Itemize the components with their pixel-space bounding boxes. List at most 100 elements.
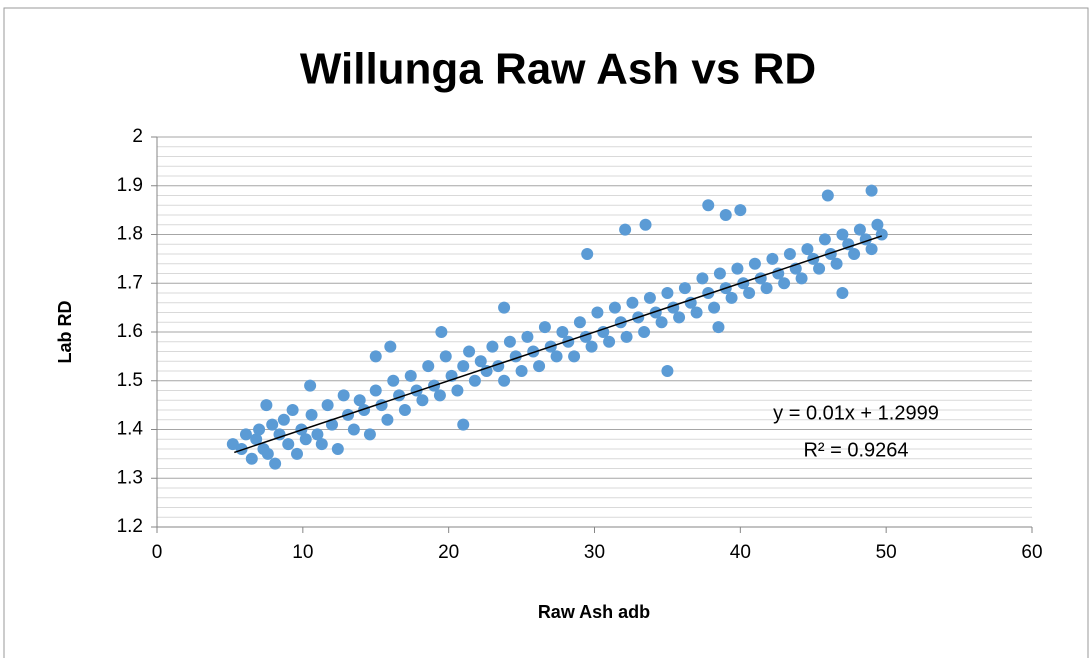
point [702, 199, 715, 212]
point [748, 257, 761, 270]
point [435, 326, 448, 338]
point [591, 306, 604, 319]
point [673, 311, 686, 324]
annotation: R² = 0.9264 [803, 439, 908, 461]
point [643, 291, 656, 304]
x-tick-label: 40 [730, 542, 751, 563]
point [853, 223, 866, 236]
y-tick-label: 1.7 [117, 272, 143, 293]
point [299, 433, 312, 446]
point [743, 287, 756, 299]
point [498, 301, 511, 314]
point [315, 438, 328, 451]
point [661, 287, 674, 299]
point [696, 272, 709, 285]
point [347, 423, 360, 436]
point [239, 428, 252, 441]
point [416, 394, 429, 407]
point [830, 257, 843, 270]
point [245, 452, 258, 465]
point [801, 243, 814, 256]
point [331, 443, 344, 455]
annotation: y = 0.01x + 1.2999 [773, 402, 939, 424]
point [824, 248, 837, 260]
point [457, 418, 470, 431]
point [731, 262, 744, 275]
point [795, 272, 808, 285]
point [521, 330, 534, 343]
y-tick-label: 1.5 [117, 370, 143, 391]
chart-title: Willunga Raw Ash vs RD [300, 45, 816, 94]
point [778, 277, 791, 290]
point [311, 428, 324, 441]
point [503, 335, 516, 348]
point [713, 267, 726, 280]
y-tick-label: 2 [132, 126, 143, 147]
point [865, 184, 878, 197]
point [305, 408, 318, 421]
x-tick-label: 50 [876, 542, 897, 563]
point [772, 267, 785, 280]
point [638, 326, 651, 338]
x-tick-label: 10 [292, 542, 313, 563]
point [527, 345, 540, 358]
point [250, 433, 263, 446]
point [384, 340, 397, 353]
y-tick-label: 1.8 [117, 224, 143, 245]
point [836, 228, 849, 241]
point [515, 365, 528, 377]
point [269, 457, 282, 470]
point [358, 404, 371, 416]
point [766, 252, 779, 265]
point [277, 413, 290, 426]
point [261, 447, 274, 460]
y-axis-label: Lab RD [55, 300, 75, 363]
point [783, 248, 796, 260]
x-tick-label: 60 [1021, 542, 1042, 563]
point [620, 330, 633, 343]
point [381, 413, 394, 426]
point [603, 335, 616, 348]
point [291, 447, 303, 460]
point [836, 287, 849, 299]
point [369, 350, 382, 363]
point [734, 204, 747, 217]
chart-border [3, 7, 1089, 663]
point [649, 306, 662, 319]
point [684, 296, 697, 309]
y-tick-label: 1.3 [117, 467, 143, 488]
point [286, 404, 299, 416]
point [538, 321, 551, 334]
point [550, 350, 563, 363]
point [573, 316, 586, 329]
point [486, 340, 499, 353]
point [498, 374, 511, 387]
trendline [234, 235, 883, 454]
point [725, 291, 738, 304]
point [369, 384, 382, 397]
point [690, 306, 703, 319]
point [585, 340, 598, 353]
point [439, 350, 452, 363]
point [353, 394, 366, 407]
y-tick-label: 1.6 [117, 321, 143, 342]
point [875, 228, 888, 241]
x-tick-label: 0 [152, 542, 163, 563]
y-tick-label: 1.4 [117, 419, 144, 440]
point [661, 365, 674, 377]
point [463, 345, 476, 358]
point [556, 326, 569, 338]
x-tick-label: 20 [438, 542, 459, 563]
point [282, 438, 295, 451]
point [235, 443, 248, 455]
point [614, 316, 627, 329]
point [626, 296, 639, 309]
point [253, 423, 266, 436]
point [562, 335, 575, 348]
point [321, 399, 334, 412]
y-tick-label: 1.2 [117, 516, 143, 537]
point [387, 374, 400, 387]
point [568, 350, 581, 363]
x-tick-label: 30 [584, 542, 605, 563]
point [581, 248, 594, 260]
